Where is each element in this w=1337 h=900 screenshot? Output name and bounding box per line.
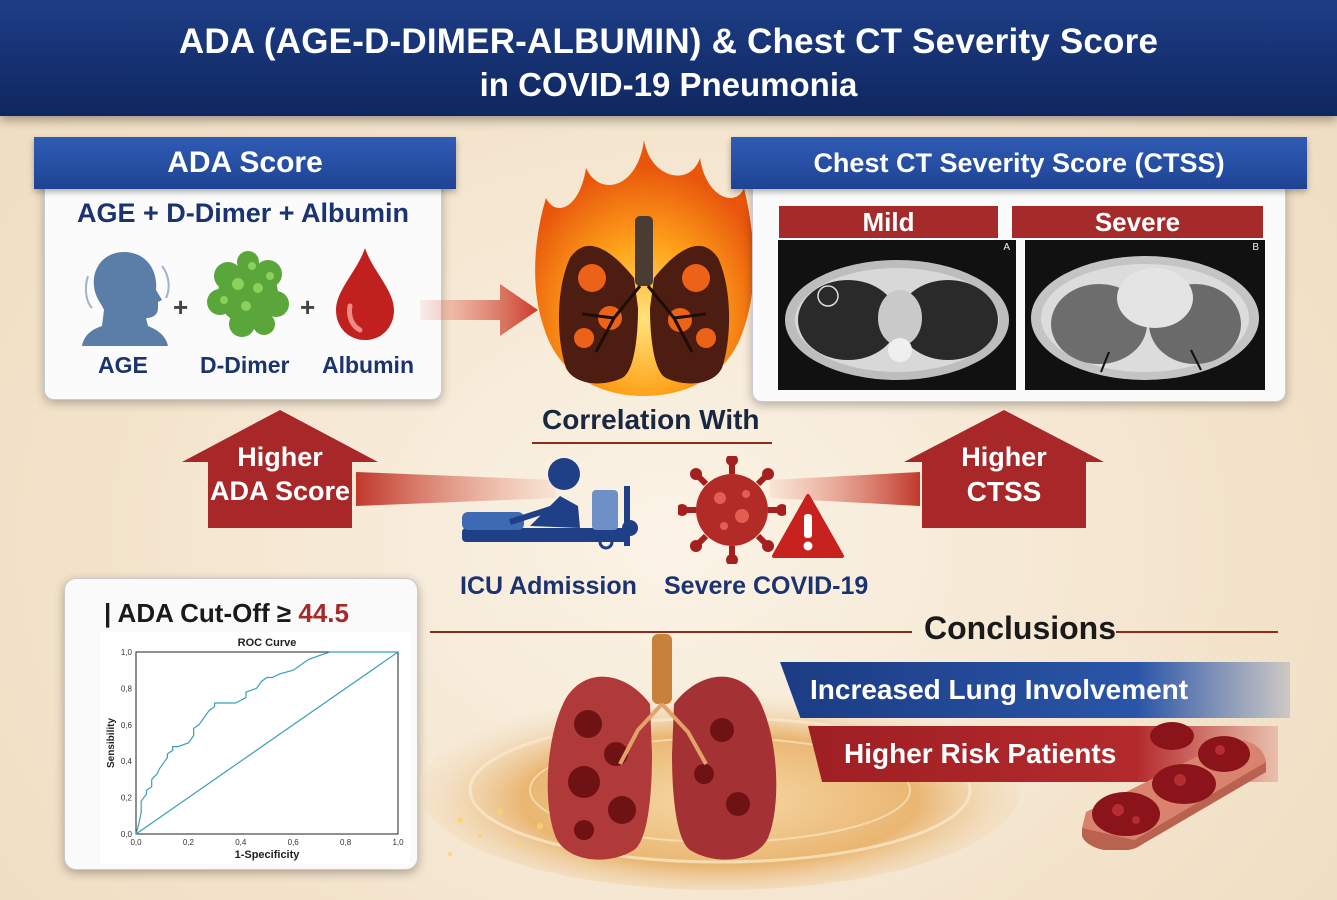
- icu-admission-label: ICU Admission: [460, 572, 637, 600]
- burning-lungs-icon: [535, 140, 754, 396]
- severe-covid-label: Severe COVID-19: [664, 572, 869, 600]
- roc-x-tick: 0,6: [288, 838, 300, 847]
- plus-sign-1: +: [173, 292, 189, 322]
- roc-x-tick: 0,4: [235, 838, 247, 847]
- correlation-divider: [532, 442, 772, 444]
- roc-y-tick: 0,0: [121, 830, 133, 839]
- roc-y-tick: 0,6: [121, 721, 133, 730]
- ct-scan-mild: A: [778, 240, 1016, 390]
- conclusions-divider-right: [1116, 631, 1278, 633]
- higher-ctss-arrow: Higher CTSS: [904, 410, 1104, 528]
- page-subtitle: in COVID-19 Pneumonia: [479, 66, 858, 103]
- damaged-lungs-icon: [547, 634, 777, 860]
- roc-curve-line: [135, 651, 398, 835]
- higher-ada-arrow: Higher ADA Score: [182, 410, 378, 528]
- roc-x-tick: 0,8: [340, 838, 352, 847]
- conclusions-divider-left: [430, 631, 912, 633]
- ada-albumin-label: Albumin: [322, 352, 414, 378]
- roc-chart-title: ROC Curve: [238, 637, 297, 649]
- ctss-tab: Chest CT Severity Score (CTSS): [731, 137, 1307, 189]
- ct-mild-header: Mild: [779, 206, 998, 238]
- roc-plot-frame: [135, 651, 399, 835]
- higher-ctss-line2: CTSS: [966, 476, 1042, 507]
- roc-cutoff-bar: |: [104, 598, 112, 628]
- conclusion-item-2: Higher Risk Patients: [844, 738, 1117, 769]
- head-silhouette-icon: [82, 252, 170, 346]
- conclusion-item-1: Increased Lung Involvement: [810, 674, 1189, 705]
- higher-ada-line1: Higher: [237, 442, 323, 472]
- header-banner: ADA (AGE-D-DIMER-ALBUMIN) & Chest CT Sev…: [0, 0, 1337, 116]
- ct-severe-header: Severe: [1012, 206, 1263, 238]
- ct-image-letter-a: A: [1003, 242, 1010, 253]
- warning-icon: [772, 494, 844, 558]
- blood-drop-icon: [336, 248, 394, 340]
- roc-x-tick: 0,0: [130, 838, 142, 847]
- roc-y-tick: 0,8: [121, 684, 133, 693]
- left-connector-icon: [356, 472, 556, 506]
- conclusions-title: Conclusions: [924, 610, 1117, 646]
- roc-x-tick: 0,2: [183, 838, 195, 847]
- roc-plot-background: [100, 632, 410, 864]
- roc-y-tick: 0,4: [121, 757, 133, 766]
- roc-x-axis-label: 1-Specificity: [235, 849, 301, 861]
- ada-age-label: AGE: [98, 352, 148, 378]
- roc-cutoff-label: ADA Cut-Off ≥: [117, 598, 292, 628]
- roc-reference-line: [135, 651, 399, 835]
- right-arrow-icon: [420, 284, 538, 336]
- higher-ada-line2: ADA Score: [209, 476, 351, 506]
- plus-sign-2: +: [300, 292, 316, 322]
- roc-cutoff-value: 44.5: [298, 598, 349, 628]
- icu-bed-icon: [462, 458, 638, 550]
- roc-chart: ROC Curve 1-Specificity Sensibility 0,0 0,2 0…: [100, 632, 410, 864]
- higher-ctss-line1: Higher: [961, 442, 1047, 472]
- blood-cells-tray-icon: [1082, 722, 1266, 850]
- virus-icon: [678, 456, 786, 564]
- roc-cutoff-title: | ADA Cut-Off ≥ 44.5: [104, 598, 349, 629]
- ada-formula: AGE + D-Dimer + Albumin: [76, 198, 410, 228]
- page-title: ADA (AGE-D-DIMER-ALBUMIN) & Chest CT Sev…: [178, 22, 1159, 61]
- roc-y-axis-label: Sensibility: [106, 718, 117, 768]
- roc-y-tick: 1,0: [121, 648, 133, 657]
- conclusion-banner-1: Increased Lung Involvement: [780, 662, 1290, 718]
- roc-y-tick: 0,2: [121, 794, 133, 803]
- ada-score-tab: ADA Score: [34, 137, 456, 189]
- ct-scan-severe: B: [1025, 240, 1265, 390]
- ct-image-letter-b: B: [1252, 242, 1259, 253]
- ada-d-dimer-label: D-Dimer: [200, 352, 290, 378]
- correlation-title: Correlation With: [542, 404, 760, 435]
- d-dimer-molecule-icon: [207, 251, 289, 337]
- roc-x-tick: 1,0: [392, 838, 404, 847]
